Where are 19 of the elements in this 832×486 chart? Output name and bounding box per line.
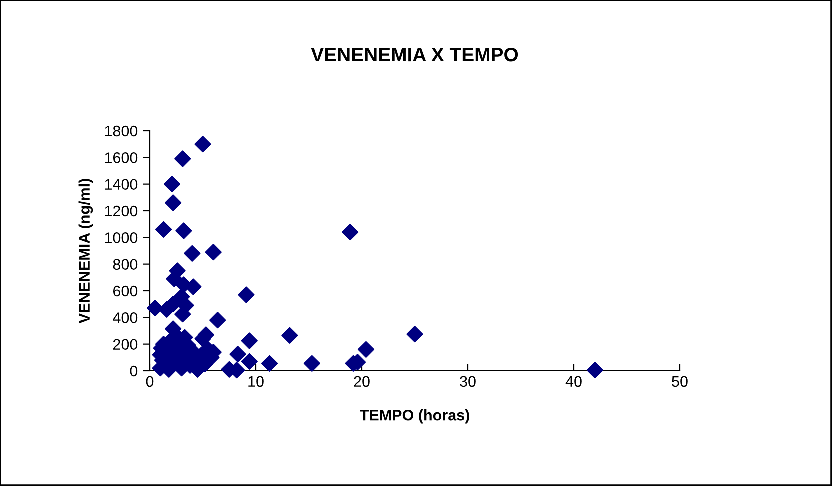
x-tick-label: 40 [566, 376, 582, 388]
y-axis-title: VENENEMIA (ng/ml) [78, 179, 94, 324]
y-tick-label: 400 [113, 312, 138, 324]
x-tick-label: 50 [672, 376, 688, 388]
y-tick-label: 800 [113, 259, 138, 270]
chart-title: VENENEMIA X TEMPO [311, 48, 518, 62]
y-tick-label: 1400 [105, 179, 138, 190]
y-tick-label: 1200 [105, 206, 138, 217]
x-axis-title: TEMPO (horas) [360, 410, 470, 424]
y-tick-label: 1000 [105, 232, 138, 244]
x-tick-label: 10 [248, 376, 264, 388]
y-tick-label: 0 [130, 366, 138, 377]
x-tick-label: 0 [146, 376, 154, 388]
x-tick-label: 20 [354, 376, 370, 388]
y-tick-label: 1600 [105, 152, 138, 164]
x-tick-label: 30 [460, 376, 476, 388]
y-tick-label: 600 [113, 286, 138, 297]
y-tick-label: 1800 [105, 126, 138, 137]
y-tick-label: 200 [113, 339, 138, 350]
